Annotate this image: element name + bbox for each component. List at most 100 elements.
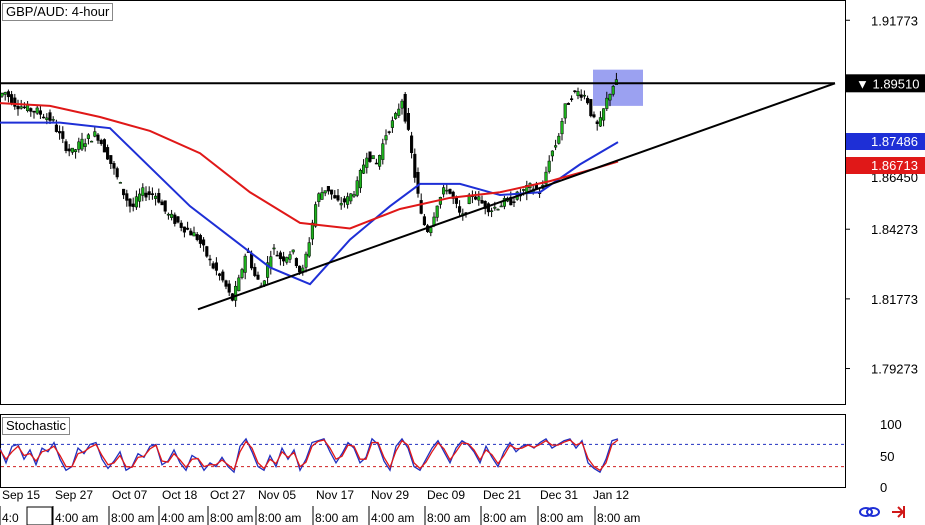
- x-time-label: 4:00 am: [371, 511, 414, 525]
- candle-body: [278, 252, 282, 260]
- candle-body: [157, 193, 161, 203]
- candle-body: [16, 105, 20, 110]
- ma-value-label: 1.87486: [871, 134, 918, 149]
- stochastic-y-label: 0: [880, 480, 887, 495]
- x-time-label: 8:00 am: [210, 511, 253, 525]
- candle-body: [154, 195, 158, 199]
- candle-body: [608, 93, 612, 101]
- candle-body: [563, 103, 567, 119]
- candle-body: [115, 168, 119, 178]
- candle-body: [333, 195, 337, 199]
- candle-body: [298, 265, 302, 273]
- candle-body: [134, 196, 138, 208]
- candle-body: [304, 253, 308, 268]
- x-date-label: Dec 21: [483, 488, 521, 502]
- candle-body: [486, 203, 490, 213]
- candle-body: [573, 90, 577, 92]
- candle-body: [358, 170, 362, 189]
- red-moving-average: [0, 102, 619, 230]
- y-tick-label: 1.84273: [871, 222, 918, 237]
- stochastic-y-label: 100: [880, 417, 902, 432]
- candle-body: [355, 180, 359, 196]
- current-price-label: ▼ 1.89510: [856, 76, 919, 91]
- candle-body: [253, 266, 257, 276]
- x-time-label: 4:0: [2, 511, 19, 525]
- candle-body: [93, 131, 97, 137]
- candle-body: [570, 98, 574, 101]
- stochastic-k-line: [0, 437, 619, 474]
- stochastic-chart-layer: [0, 437, 845, 474]
- candle-body: [314, 204, 318, 227]
- current-price-box: [846, 74, 925, 93]
- candle-body: [243, 255, 247, 273]
- candle-body: [42, 116, 46, 119]
- candle-body: [189, 230, 193, 236]
- x-time-label: 4:00 am: [161, 511, 204, 525]
- candle-body: [122, 188, 126, 196]
- x-date-label: Sep 15: [2, 488, 40, 502]
- candle-body: [310, 222, 314, 240]
- candle-body: [29, 108, 33, 112]
- candle-body: [429, 227, 433, 234]
- candle-body: [77, 141, 81, 150]
- candle-body: [109, 155, 113, 164]
- candle-body: [163, 200, 167, 212]
- candle-body: [211, 263, 215, 269]
- candle-body: [186, 227, 190, 230]
- candle-body: [592, 114, 596, 118]
- candle-body: [320, 192, 324, 200]
- link-icon[interactable]: [859, 507, 880, 517]
- candle-body: [422, 216, 426, 226]
- x-time-label: 8:00 am: [483, 511, 526, 525]
- candle-body: [560, 120, 564, 135]
- candle-body: [474, 196, 478, 200]
- candle-body: [198, 235, 202, 244]
- candle-body: [125, 193, 129, 201]
- x-time-label: 8:00 am: [111, 511, 154, 525]
- stochastic-y-label: 50: [880, 449, 894, 464]
- candle-body: [477, 196, 481, 201]
- stochastic-d-line: [0, 439, 619, 472]
- candle-body: [74, 149, 78, 152]
- candle-body: [512, 201, 516, 203]
- candle-body: [605, 97, 609, 109]
- candle-body: [237, 277, 241, 292]
- x-date-label: Dec 31: [540, 488, 578, 502]
- candle-body: [3, 92, 7, 95]
- candle-body: [582, 94, 586, 97]
- candle-body: [595, 121, 599, 124]
- candle-body: [99, 140, 103, 144]
- candle-body: [202, 239, 206, 246]
- candle-body: [96, 134, 100, 141]
- candle-body: [173, 214, 177, 224]
- candle-body: [70, 147, 74, 153]
- candle-body: [112, 163, 116, 169]
- candle-body: [342, 198, 346, 203]
- arrow-icon[interactable]: [892, 506, 905, 518]
- candle-body: [326, 186, 330, 192]
- price-panel-frame: [0, 0, 846, 405]
- candle-body: [352, 194, 356, 197]
- candle-body: [339, 203, 343, 206]
- y-tick-label: 1.79273: [871, 362, 918, 377]
- candle-body: [176, 216, 180, 223]
- candle-body: [86, 134, 90, 139]
- candle-body: [106, 147, 110, 160]
- candle-body: [80, 138, 84, 150]
- candle-body: [291, 249, 295, 253]
- candle-body: [64, 141, 68, 151]
- candle-body: [566, 102, 570, 105]
- candle-body: [368, 151, 372, 162]
- candle-body: [579, 94, 583, 98]
- x-time-label: 8:00 am: [540, 511, 583, 525]
- candle-body: [218, 273, 222, 276]
- candle-body: [128, 198, 132, 207]
- red-ma-value-box: [846, 157, 925, 174]
- candle-body: [394, 113, 398, 119]
- candle-body: [227, 283, 231, 293]
- candle-body: [598, 117, 602, 127]
- candle-body: [490, 210, 494, 212]
- candle-body: [179, 222, 183, 228]
- candle-body: [346, 196, 350, 205]
